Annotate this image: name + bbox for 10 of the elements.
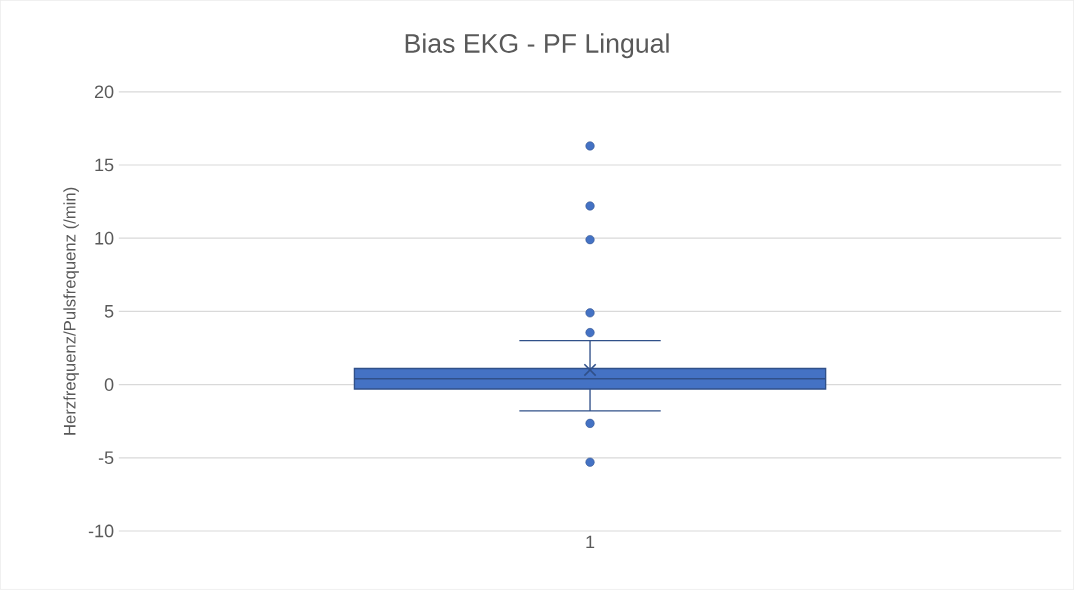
x-tick-label: 1 — [586, 535, 595, 549]
y-tick-label: 15 — [95, 158, 114, 172]
y-tick-label: 5 — [104, 305, 114, 318]
y-tick-label: -5 — [98, 451, 114, 465]
chart-title: Bias EKG - PF Lingual — [405, 33, 669, 59]
y-tick-label: -10 — [88, 524, 114, 538]
y-axis-title: Herzfrequenz/Pulsfrequenz (/min) — [63, 187, 79, 435]
y-tick-label: 10 — [95, 231, 114, 245]
y-tick-label: 20 — [94, 85, 114, 99]
y-tick-label: 0 — [104, 378, 114, 392]
